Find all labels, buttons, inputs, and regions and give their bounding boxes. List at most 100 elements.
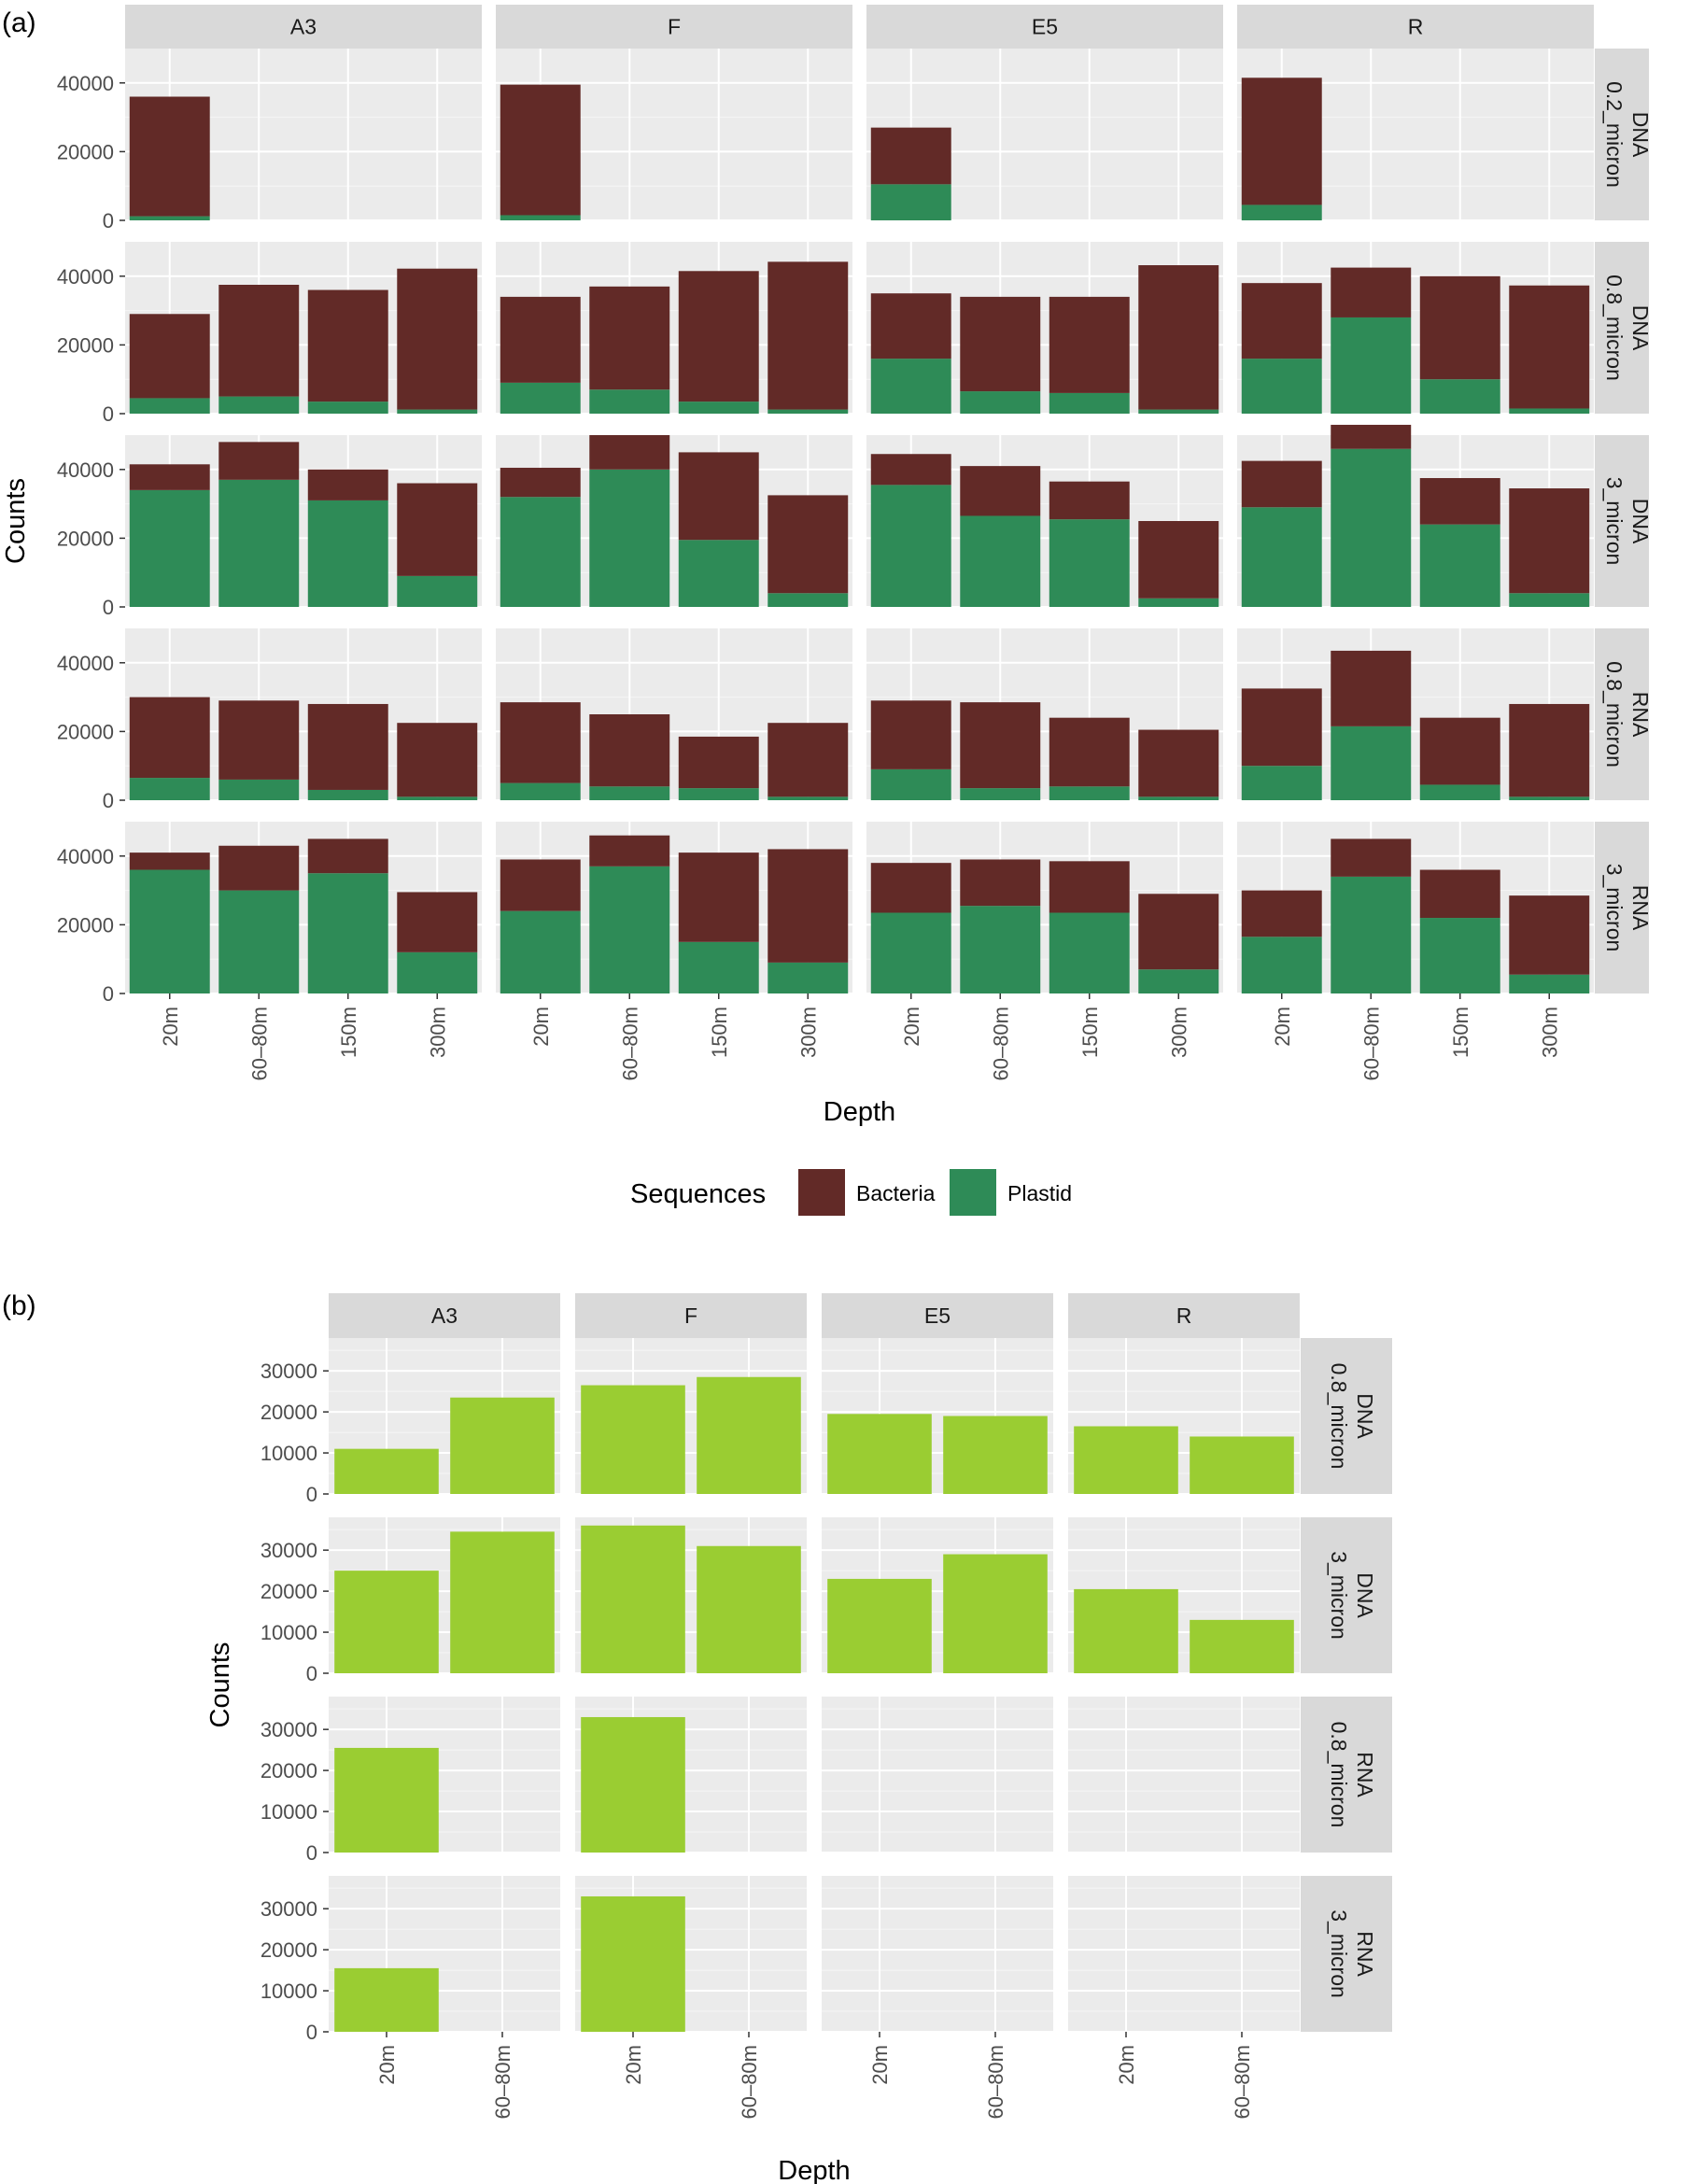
bar-plastid <box>870 184 951 220</box>
bar-bacteria <box>1509 285 1590 409</box>
y-tick-label: 20000 <box>57 527 114 550</box>
bar-plastid <box>1419 524 1500 607</box>
strip-row <box>1595 435 1649 607</box>
x-tick-label: 20m <box>622 2045 645 2085</box>
bar-plastid <box>129 869 210 993</box>
bar <box>450 1397 555 1494</box>
bar-bacteria <box>1419 275 1500 380</box>
y-tick-label: 0 <box>306 1841 317 1865</box>
strip-row-label: DNA <box>1628 499 1653 544</box>
x-tick-label: 60–80m <box>618 1007 641 1081</box>
bar-bacteria <box>678 452 759 541</box>
bar-bacteria <box>1419 478 1500 525</box>
strip-row-label: RNA <box>1353 1931 1377 1977</box>
strip-row <box>1301 1697 1392 1853</box>
facet-panel <box>329 1517 560 1674</box>
bar-plastid <box>1049 786 1130 800</box>
bar-bacteria <box>1049 717 1130 787</box>
strip-column-label: E5 <box>1032 15 1058 39</box>
strip-row-label: RNA <box>1628 885 1653 931</box>
x-tick-label: 60–80m <box>247 1007 271 1081</box>
bar-bacteria <box>1419 717 1500 785</box>
bar-plastid <box>500 382 581 414</box>
facet-panel <box>575 1876 807 2033</box>
y-tick-label: 10000 <box>261 1800 317 1824</box>
bar <box>1074 1588 1178 1673</box>
bar-plastid <box>1241 507 1322 607</box>
bar-bacteria <box>1138 521 1219 599</box>
bar-plastid <box>218 779 300 800</box>
legend-swatch <box>950 1169 996 1216</box>
facet-panel <box>822 1338 1053 1495</box>
bar-plastid <box>1419 784 1500 800</box>
strip-row-label: DNA <box>1353 1572 1377 1618</box>
bar-bacteria <box>397 483 478 576</box>
bar-bacteria <box>1138 894 1219 970</box>
bar-plastid <box>397 409 478 414</box>
facet-panel <box>575 1338 807 1495</box>
bar-plastid <box>1331 317 1412 414</box>
bar-plastid <box>307 500 388 607</box>
bar-plastid <box>768 593 849 607</box>
strip-column <box>329 1293 560 1338</box>
bar-bacteria <box>960 859 1041 907</box>
x-tick-label: 60–80m <box>491 2045 514 2120</box>
bar-bacteria <box>960 296 1041 392</box>
strip-column <box>496 5 852 49</box>
bar-bacteria <box>129 96 210 217</box>
x-tick-label: 150m <box>708 1007 731 1058</box>
facet-panel <box>822 1876 1053 2033</box>
y-tick-label: 0 <box>103 789 114 812</box>
x-tick-label: 300m <box>1538 1007 1561 1058</box>
bar-bacteria <box>397 723 478 797</box>
strip-row-label: DNA <box>1628 112 1653 158</box>
bar-bacteria <box>589 835 670 867</box>
strip-column-label: E5 <box>924 1303 951 1328</box>
strip-row <box>1301 1517 1392 1673</box>
x-tick-label: 20m <box>529 1007 553 1047</box>
bar-plastid <box>1138 969 1219 993</box>
bar-plastid <box>397 796 478 800</box>
bar-bacteria <box>870 700 951 769</box>
bar-bacteria <box>1138 265 1219 410</box>
panel-background <box>822 1876 1053 2032</box>
bar <box>334 1571 439 1673</box>
bar-plastid <box>1331 726 1412 800</box>
bar <box>697 1545 801 1673</box>
bar-bacteria <box>1241 77 1322 205</box>
strip-row-sublabel: 3_micron <box>1327 1909 1351 1998</box>
bar-plastid <box>1509 796 1590 800</box>
facet-panel <box>1237 424 1594 608</box>
bar-bacteria <box>500 702 581 783</box>
facet-panel <box>1068 1517 1300 1674</box>
bar-plastid <box>960 906 1041 993</box>
y-tick-label: 20000 <box>57 140 114 163</box>
bar-bacteria <box>500 84 581 216</box>
bar-bacteria <box>1049 481 1130 520</box>
bar-bacteria <box>307 838 388 874</box>
y-tick-label: 20000 <box>57 720 114 743</box>
bar-plastid <box>870 359 951 414</box>
y-tick-label: 40000 <box>57 265 114 289</box>
bar-plastid <box>1049 912 1130 993</box>
bar-plastid <box>960 515 1041 607</box>
facet-panel <box>1237 822 1594 994</box>
facet-panel <box>1237 242 1594 415</box>
panel-background <box>822 1697 1053 1853</box>
facet-panel <box>1068 1697 1300 1853</box>
strip-column-label: A3 <box>290 15 317 39</box>
y-tick-label: 20000 <box>261 1580 317 1603</box>
y-tick-label: 0 <box>306 1483 317 1506</box>
bar-bacteria <box>768 261 849 410</box>
strip-column <box>866 5 1223 49</box>
bar-bacteria <box>870 454 951 486</box>
facet-panel <box>822 1517 1053 1674</box>
bar-bacteria <box>500 859 581 911</box>
y-tick-label: 0 <box>306 2021 317 2044</box>
bar-bacteria <box>218 700 300 780</box>
x-axis-title: Depth <box>824 1097 895 1127</box>
strip-column <box>1068 1293 1300 1338</box>
strip-row-sublabel: 0.8_micron <box>1327 1722 1351 1828</box>
bar-plastid <box>500 215 581 220</box>
strip-row-label: DNA <box>1628 305 1653 351</box>
